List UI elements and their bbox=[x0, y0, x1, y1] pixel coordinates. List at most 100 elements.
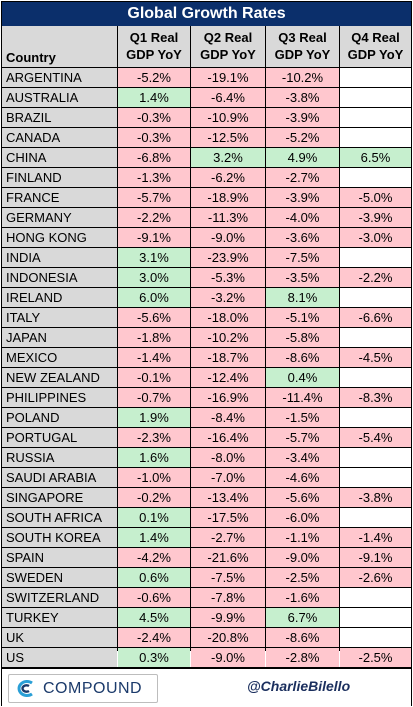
country-cell: SWITZERLAND bbox=[2, 588, 117, 607]
gdp-cell: -0.6% bbox=[118, 588, 190, 607]
gdp-cell: -7.8% bbox=[191, 588, 265, 607]
table-row: POLAND 1.9% -8.4% -1.5% bbox=[2, 408, 411, 428]
country-cell: SAUDI ARABIA bbox=[2, 468, 117, 487]
country-cell: HONG KONG bbox=[2, 228, 117, 247]
country-cell: SPAIN bbox=[2, 548, 117, 567]
table-row: SAUDI ARABIA -1.0% -7.0% -4.6% bbox=[2, 468, 411, 488]
gdp-cell: -5.1% bbox=[266, 308, 339, 327]
country-cell: ITALY bbox=[2, 308, 117, 327]
header-label: GDP YoY bbox=[126, 47, 182, 62]
gdp-cell: -0.3% bbox=[118, 108, 190, 127]
table-row: TURKEY 4.5% -9.9% 6.7% bbox=[2, 608, 411, 628]
gdp-cell: -3.0% bbox=[340, 228, 411, 247]
gdp-cell: -3.9% bbox=[266, 108, 339, 127]
header-label: Q4 Real bbox=[351, 30, 400, 45]
gdp-cell: -4.2% bbox=[118, 548, 190, 567]
gdp-cell: -2.4% bbox=[118, 628, 190, 647]
compound-logo: COMPOUND bbox=[8, 674, 158, 703]
gdp-cell: 0.3% bbox=[118, 648, 190, 667]
gdp-cell: -6.2% bbox=[191, 168, 265, 187]
gdp-cell: 0.6% bbox=[118, 568, 190, 587]
compound-c-icon bbox=[17, 680, 33, 697]
gdp-cell bbox=[340, 108, 411, 127]
gdp-cell: -4.5% bbox=[340, 348, 411, 367]
gdp-cell: -0.1% bbox=[118, 368, 190, 387]
gdp-cell: -10.2% bbox=[266, 68, 339, 87]
column-divider bbox=[190, 26, 191, 651]
table-row: AUSTRALIA 1.4% -6.4% -3.8% bbox=[2, 88, 411, 108]
gdp-cell: 3.1% bbox=[118, 248, 190, 267]
gdp-cell: -5.2% bbox=[118, 68, 190, 87]
country-cell: CHINA bbox=[2, 148, 117, 167]
country-cell: NEW ZEALAND bbox=[2, 368, 117, 387]
gdp-cell: 3.0% bbox=[118, 268, 190, 287]
table-row: ITALY -5.6% -18.0% -5.1% -6.6% bbox=[2, 308, 411, 328]
gdp-cell: -9.9% bbox=[191, 608, 265, 627]
header-country: Country bbox=[6, 26, 114, 67]
gdp-cell bbox=[340, 628, 411, 647]
gdp-cell bbox=[340, 128, 411, 147]
gdp-cell: -9.0% bbox=[266, 548, 339, 567]
header-label: Country bbox=[6, 50, 56, 65]
gdp-cell: -5.6% bbox=[118, 308, 190, 327]
footer: COMPOUND @CharlieBilello bbox=[2, 668, 411, 706]
gdp-cell: -20.8% bbox=[191, 628, 265, 647]
gdp-cell bbox=[340, 588, 411, 607]
gdp-cell bbox=[340, 448, 411, 467]
table-row: UK -2.4% -20.8% -8.6% bbox=[2, 628, 411, 648]
table-row: FRANCE -5.7% -18.9% -3.9% -5.0% bbox=[2, 188, 411, 208]
gdp-cell: -5.3% bbox=[191, 268, 265, 287]
header-label: GDP YoY bbox=[274, 47, 331, 62]
gdp-cell: 1.9% bbox=[118, 408, 190, 427]
table-row: SPAIN -4.2% -21.6% -9.0% -9.1% bbox=[2, 548, 411, 568]
gdp-cell: -12.5% bbox=[191, 128, 265, 147]
table-row: SOUTH KOREA 1.4% -2.7% -1.1% -1.4% bbox=[2, 528, 411, 548]
gdp-cell bbox=[340, 468, 411, 487]
gdp-cell: -16.9% bbox=[191, 388, 265, 407]
gdp-cell: -18.7% bbox=[191, 348, 265, 367]
gdp-cell: -8.3% bbox=[340, 388, 411, 407]
twitter-handle: @CharlieBilello bbox=[247, 678, 351, 694]
gdp-cell: -1.0% bbox=[118, 468, 190, 487]
country-cell: CANADA bbox=[2, 128, 117, 147]
gdp-cell: -3.8% bbox=[266, 88, 339, 107]
country-cell: INDONESIA bbox=[2, 268, 117, 287]
table-row: CHINA -6.8% 3.2% 4.9% 6.5% bbox=[2, 148, 411, 168]
gdp-cell: -1.8% bbox=[118, 328, 190, 347]
gdp-cell: -0.2% bbox=[118, 488, 190, 507]
gdp-cell: -1.4% bbox=[340, 528, 411, 547]
gdp-cell: -3.6% bbox=[266, 228, 339, 247]
gdp-cell: -1.4% bbox=[118, 348, 190, 367]
gdp-cell bbox=[340, 328, 411, 347]
gdp-cell: 1.4% bbox=[118, 88, 190, 107]
gdp-cell: -2.7% bbox=[191, 528, 265, 547]
column-divider bbox=[265, 26, 266, 651]
country-cell: RUSSIA bbox=[2, 448, 117, 467]
header-label: Q3 Real bbox=[278, 30, 327, 45]
gdp-cell: 4.9% bbox=[266, 148, 339, 167]
gdp-cell bbox=[340, 68, 411, 87]
country-cell: FRANCE bbox=[2, 188, 117, 207]
gdp-cell: -0.3% bbox=[118, 128, 190, 147]
table-row: GERMANY -2.2% -11.3% -4.0% -3.9% bbox=[2, 208, 411, 228]
gdp-cell bbox=[340, 608, 411, 627]
table-row: HONG KONG -9.1% -9.0% -3.6% -3.0% bbox=[2, 228, 411, 248]
gdp-cell: -19.1% bbox=[191, 68, 265, 87]
gdp-cell: -1.1% bbox=[266, 528, 339, 547]
gdp-cell: 1.6% bbox=[118, 448, 190, 467]
gdp-cell: -8.6% bbox=[266, 348, 339, 367]
gdp-cell: -0.7% bbox=[118, 388, 190, 407]
gdp-cell: -5.4% bbox=[340, 428, 411, 447]
gdp-cell: -6.4% bbox=[191, 88, 265, 107]
gdp-cell: -2.5% bbox=[266, 568, 339, 587]
gdp-cell: -1.5% bbox=[266, 408, 339, 427]
country-cell: FINLAND bbox=[2, 168, 117, 187]
gdp-cell: -2.6% bbox=[340, 568, 411, 587]
table-row: CANADA -0.3% -12.5% -5.2% bbox=[2, 128, 411, 148]
country-cell: AUSTRALIA bbox=[2, 88, 117, 107]
gdp-cell: 1.4% bbox=[118, 528, 190, 547]
header-q3: Q3 Real GDP YoY bbox=[266, 26, 339, 67]
country-cell: MEXICO bbox=[2, 348, 117, 367]
gdp-cell: -3.2% bbox=[191, 288, 265, 307]
country-cell: TURKEY bbox=[2, 608, 117, 627]
